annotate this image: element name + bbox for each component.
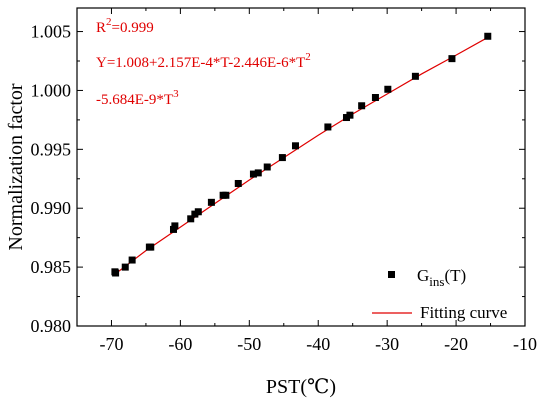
- fit-equation-line1-sup: 2: [305, 51, 311, 63]
- x-tick-label: -30: [375, 334, 399, 354]
- y-tick-label: 0.990: [31, 198, 72, 218]
- data-point: [358, 102, 366, 110]
- data-point: [263, 163, 271, 171]
- fitting-curve-layer: [114, 36, 489, 275]
- x-tick-label: -60: [168, 334, 192, 354]
- x-axis-title: PST(℃): [266, 376, 336, 398]
- fit-equation-line1-text: Y=1.008+2.157E-4*T-2.446E-6*T: [96, 55, 305, 71]
- axis-tick-labels: -70 -60 -50 -40 -30 -20 -10 0.980 0.985 0.990 0.99…: [31, 22, 538, 354]
- x-tick-label: -40: [306, 334, 330, 354]
- data-point: [112, 269, 120, 277]
- y-tick-label: 1.005: [31, 22, 72, 42]
- data-point: [484, 32, 492, 40]
- data-point: [194, 208, 202, 216]
- data-point: [147, 243, 155, 251]
- data-point: [128, 256, 136, 264]
- y-tick-label: 1.000: [31, 80, 72, 100]
- legend-marker-points: [388, 271, 395, 278]
- data-points-layer: [111, 32, 492, 277]
- x-tick-label: -10: [513, 334, 537, 354]
- legend: Gins(T) Fitting curve: [372, 266, 507, 322]
- data-point: [324, 123, 332, 131]
- data-point: [171, 222, 179, 230]
- fit-equation-line2: -5.684E-9*T3: [96, 88, 179, 108]
- x-tick-label: -70: [99, 334, 123, 354]
- x-tick-label: -20: [444, 334, 468, 354]
- data-point: [371, 94, 379, 102]
- data-point: [448, 55, 456, 63]
- data-point: [278, 154, 286, 162]
- legend-label-fit: Fitting curve: [420, 303, 507, 322]
- r-squared-annotation: R2=0.999: [96, 16, 154, 36]
- data-point: [291, 142, 299, 150]
- data-point: [384, 85, 392, 93]
- legend-label-points-main: G: [417, 266, 429, 285]
- fit-equation-line2-sup: 3: [173, 88, 179, 100]
- data-point: [249, 170, 257, 178]
- data-point: [411, 72, 419, 80]
- plot-frame: [76, 7, 526, 327]
- legend-label-points-sub: ins: [429, 274, 444, 289]
- r-squared-main: R: [96, 20, 106, 36]
- data-point: [187, 215, 195, 223]
- r-squared-sup: 2: [106, 16, 112, 28]
- data-point: [234, 179, 242, 187]
- legend-label-points-tail: (T): [444, 266, 466, 285]
- data-point: [254, 169, 262, 177]
- fitting-curve-line: [114, 36, 489, 275]
- data-point: [222, 191, 230, 199]
- data-point: [346, 111, 354, 119]
- y-tick-label: 0.995: [31, 139, 72, 159]
- fit-equation-line2-text: -5.684E-9*T: [96, 92, 173, 108]
- y-axis-title: Normalization factor: [5, 83, 27, 250]
- data-point: [207, 198, 215, 206]
- data-point: [121, 263, 129, 271]
- y-tick-label: 0.980: [31, 316, 72, 336]
- r-squared-value: =0.999: [112, 20, 154, 36]
- x-tick-label: -50: [237, 334, 261, 354]
- y-tick-label: 0.985: [31, 257, 72, 277]
- axis-ticks: [76, 8, 526, 327]
- fit-equation-line1: Y=1.008+2.157E-4*T-2.446E-6*T2: [96, 51, 311, 71]
- data-point: [169, 225, 177, 233]
- legend-label-points: Gins(T): [417, 266, 466, 289]
